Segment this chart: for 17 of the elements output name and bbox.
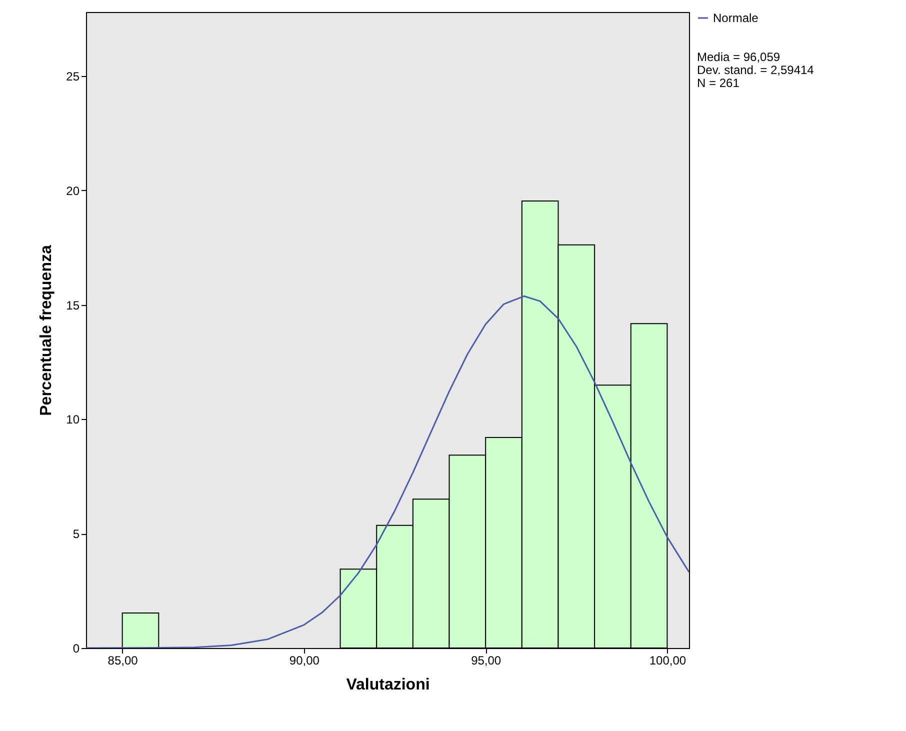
- legend-label: Normale: [713, 11, 759, 25]
- x-tick-label: 90,00: [289, 654, 320, 668]
- y-tick-label: 0: [72, 642, 80, 656]
- y-axis-title: Percentuale frequenza: [38, 245, 56, 416]
- y-tick-label: 20: [66, 184, 80, 198]
- text: Dev. stand. = 2,59414: [697, 63, 814, 77]
- y-tick-label: 5: [72, 527, 80, 542]
- line-series: [86, 295, 689, 648]
- y-tick-label: 25: [66, 70, 80, 84]
- x-tick-label: 95,00: [471, 654, 502, 668]
- text: Media = 96,059: [697, 50, 780, 64]
- x-tick-label: 85,00: [108, 654, 138, 668]
- text: N = 261: [697, 76, 740, 90]
- y-tick-label: 15: [66, 298, 80, 312]
- x-tick-label: 100,00: [649, 654, 686, 668]
- x-axis-title: Valutazioni: [346, 676, 430, 694]
- y-tick-label: 10: [66, 412, 80, 427]
